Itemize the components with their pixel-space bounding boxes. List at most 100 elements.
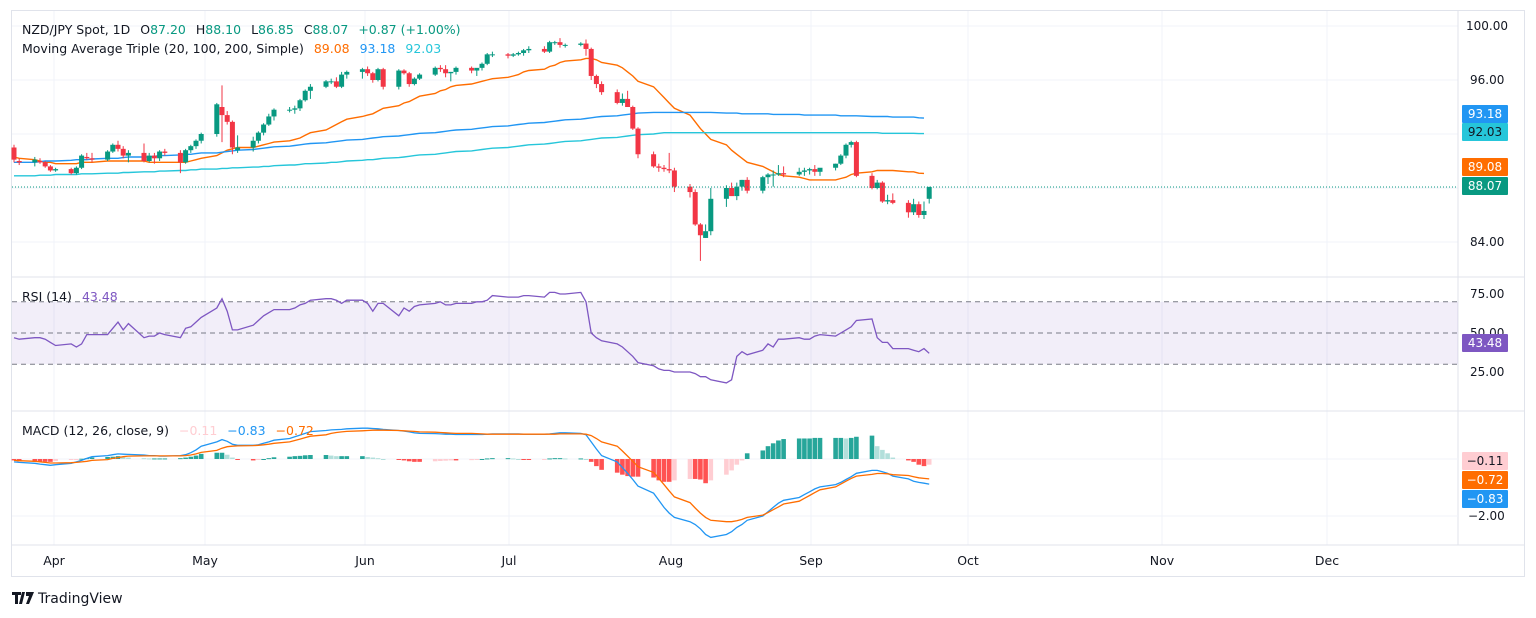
macd-hist-bar	[630, 459, 636, 477]
macd-hist-bar	[219, 452, 225, 459]
candle-body	[588, 48, 594, 76]
macd-hist-bar	[266, 458, 272, 460]
macd-hist-bar	[885, 453, 890, 459]
open-label: O	[140, 22, 151, 37]
candle-body	[796, 171, 802, 175]
candle-body	[255, 132, 261, 141]
candle-body	[833, 163, 839, 168]
last-price-badge: 88.07	[1462, 177, 1508, 195]
macd-hist-bar	[146, 458, 152, 460]
candle-body	[375, 69, 381, 80]
candle-body	[578, 43, 584, 45]
candle-body	[879, 182, 885, 202]
macd-hist-bar	[37, 459, 43, 462]
candle-body	[692, 192, 698, 225]
candle-body	[547, 42, 553, 52]
high-value: 88.10	[205, 22, 242, 37]
ma-line-sma-100	[14, 111, 925, 164]
candle-body	[198, 134, 204, 141]
candle-body	[307, 86, 313, 91]
candle-body	[224, 115, 230, 122]
candle-body	[885, 200, 891, 202]
macd-hist-bar	[365, 457, 370, 459]
tradingview-brand[interactable]: TradingView	[12, 590, 123, 608]
macd-hist-bar	[162, 458, 168, 460]
candle-body	[505, 54, 511, 56]
macd-hist-value: −0.11	[178, 423, 218, 438]
candle-body	[370, 73, 376, 80]
candle-body	[365, 69, 371, 74]
candle-body	[729, 188, 735, 197]
macd-hist-bar	[230, 457, 235, 459]
macd-hist-bar	[926, 459, 932, 465]
macd-hist-bar	[479, 459, 485, 460]
candle-body	[339, 74, 345, 87]
candle-body	[635, 128, 641, 155]
macd-hist-bar	[490, 458, 495, 460]
macd-hist-bar	[526, 459, 532, 460]
rsi-tick-25: 25.00	[1470, 365, 1505, 379]
candle-body	[68, 169, 74, 174]
symbol-title: NZD/JPY Spot, 1D	[22, 22, 131, 37]
candle-body	[489, 54, 495, 56]
macd-hist-bar	[370, 457, 376, 459]
macd-hist-bar	[562, 458, 568, 460]
candle-body	[625, 98, 631, 107]
candle-body	[146, 155, 152, 161]
macd-hist-bar	[178, 458, 183, 460]
candle-body	[105, 151, 111, 160]
macd-hist-bar	[781, 439, 786, 459]
candle-body	[848, 142, 854, 145]
candle-body	[53, 169, 59, 171]
time-tick-oct: Oct	[957, 553, 979, 568]
macd-hist-bar	[484, 458, 490, 460]
candle-body	[344, 71, 350, 75]
candle-body	[583, 43, 589, 49]
candle-body	[510, 54, 516, 56]
rsi-badge: 43.48	[1462, 334, 1508, 352]
candle-body	[926, 187, 932, 199]
candle-body	[229, 121, 235, 148]
macd-title: MACD (12, 26, close, 9)	[22, 423, 169, 438]
macd-hist-bar	[42, 459, 48, 462]
candle-body	[287, 109, 293, 111]
candle-body	[79, 155, 85, 168]
macd-hist-bar	[32, 459, 38, 462]
chart-frame	[11, 10, 1525, 577]
candle-body	[526, 48, 532, 51]
macd-hist-bar	[599, 459, 604, 470]
candle-body	[453, 67, 459, 72]
macd-hist-bar	[724, 459, 729, 475]
close-label: C	[303, 22, 313, 37]
macd-hist-bar	[708, 459, 714, 481]
candle-body	[905, 202, 911, 213]
candle-body	[515, 53, 521, 55]
macd-hist-bar	[53, 459, 58, 461]
macd-hist-bar	[105, 457, 110, 459]
price-tick-100: 100.00	[1466, 19, 1508, 33]
candle-body	[812, 169, 818, 172]
macd-hist-bar	[152, 458, 157, 460]
candle-body	[593, 75, 599, 85]
macd-value: −0.83	[227, 423, 266, 438]
brand-name: TradingView	[38, 591, 123, 607]
macd-hist-bar	[776, 440, 781, 459]
macd-hist-bar	[505, 458, 511, 460]
macd-hist-bar	[214, 452, 220, 459]
candle-body	[333, 81, 339, 87]
macd-hist-bar	[235, 459, 240, 460]
rsi-band	[12, 301, 1458, 365]
macd-hist-bar	[838, 437, 844, 459]
candle-body	[323, 81, 329, 87]
candle-body	[151, 155, 157, 159]
candle-body	[661, 167, 667, 170]
macd-hist-bar	[661, 459, 667, 482]
macd-hist-bar	[287, 456, 292, 459]
ma-legend-row: Moving Average Triple (20, 100, 200, Sim…	[22, 39, 461, 58]
candle-body	[853, 142, 859, 176]
price-tick-96: 96.00	[1470, 73, 1505, 87]
macd-hist-bar	[578, 458, 584, 460]
candle-body	[417, 74, 423, 79]
macd-hist-bar	[261, 459, 266, 460]
